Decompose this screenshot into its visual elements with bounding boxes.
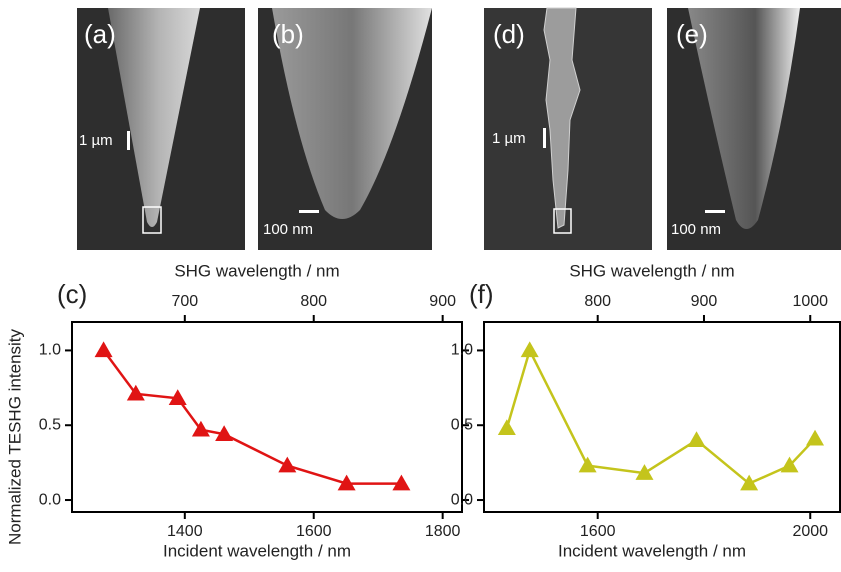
panel-label: (a) [84,19,116,49]
x-axis-title: Incident wavelength / nm [163,541,351,560]
x-tick-label: 1600 [296,523,332,540]
x2-tick-label: 900 [429,293,456,310]
x2-tick-label: 800 [584,293,611,310]
y-tick-label: 0.5 [39,416,61,433]
x-tick-label: 1600 [580,523,616,540]
scale-bar [705,210,725,213]
data-point [579,457,597,473]
scale-label: 1 µm [492,130,526,147]
plot-frame [484,322,840,512]
y-tick-label: 1.0 [39,342,61,359]
x2-axis-title: SHG wavelength / nm [569,261,734,280]
panel-label: (d) [493,19,525,49]
panel-label: (c) [57,279,87,309]
x2-tick-label: 700 [171,293,198,310]
x2-tick-label: 800 [300,293,327,310]
x-tick-label: 2000 [792,523,828,540]
x-tick-label: 1400 [167,523,203,540]
data-point [521,341,539,357]
x2-tick-label: 1000 [792,293,828,310]
panel-label: (b) [272,19,304,49]
figure: (a) 1 µm (b) 100 nm (d) 1 µm (e) 100 nm … [0,0,841,567]
data-point [278,457,296,473]
panel-label: (e) [676,19,708,49]
x2-axis-title: SHG wavelength / nm [174,261,339,280]
scale-label: 1 µm [79,132,113,149]
y-tick-label: 0.0 [39,491,61,508]
y-tick-label: 1.0 [451,342,473,359]
y-axis-title: Normalized TESHG intensity [5,328,24,545]
scale-bar [127,131,130,150]
y-tick-label: 0.5 [451,416,473,433]
y-tick-label: 0.0 [451,491,473,508]
data-point [688,431,706,447]
data-point [806,430,824,446]
panel-label: (f) [469,279,494,309]
data-point [95,341,113,357]
data-line [507,350,815,483]
x2-tick-label: 900 [691,293,718,310]
scale-label: 100 nm [263,221,313,238]
x-axis-title: Incident wavelength / nm [558,541,746,560]
data-line [104,350,402,483]
scale-bar [543,128,546,148]
scale-bar [299,210,319,213]
x-tick-label: 1800 [425,523,461,540]
data-point [498,419,516,435]
scale-label: 100 nm [671,221,721,238]
